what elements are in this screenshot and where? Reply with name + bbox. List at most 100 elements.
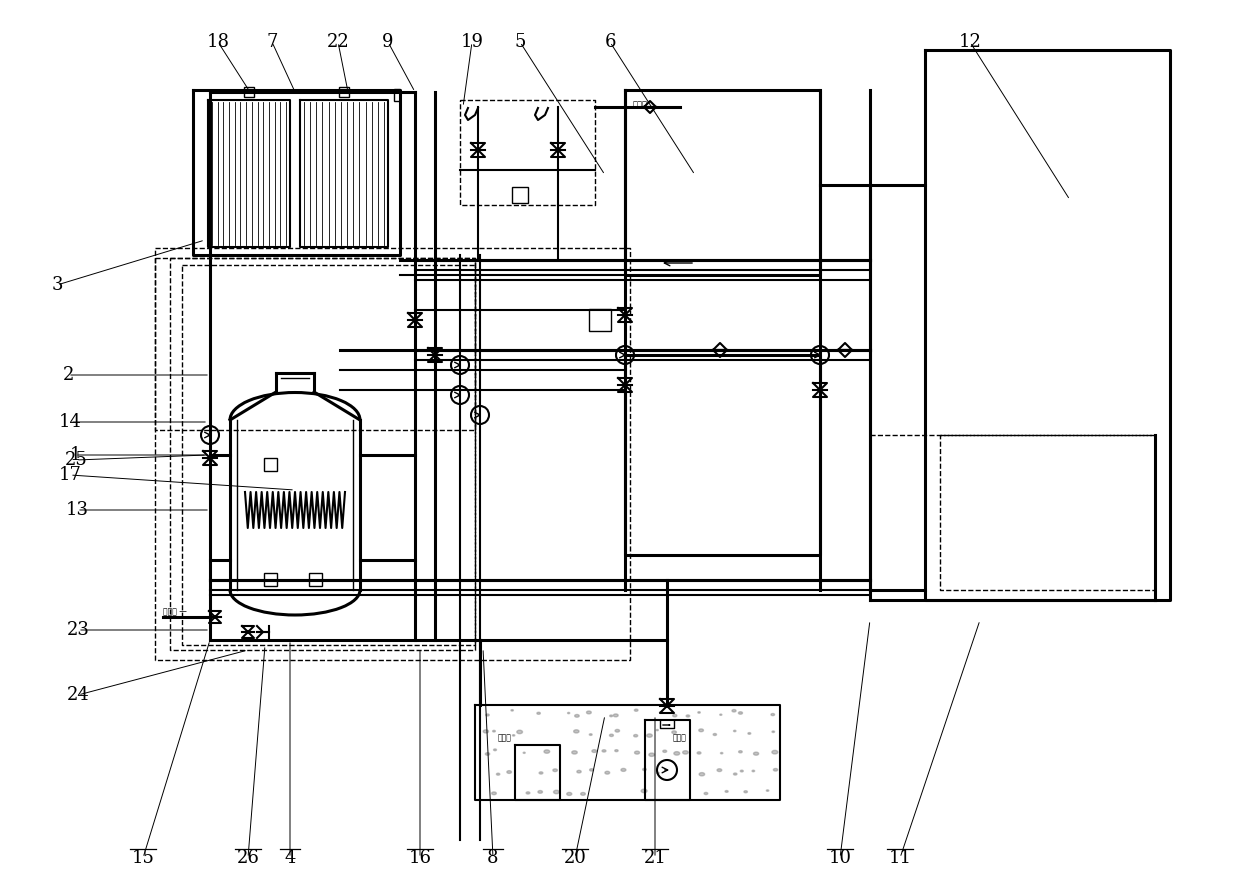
Ellipse shape bbox=[637, 773, 640, 774]
Ellipse shape bbox=[579, 730, 582, 732]
Ellipse shape bbox=[744, 732, 745, 733]
Bar bbox=[244, 87, 254, 97]
Ellipse shape bbox=[562, 789, 565, 790]
Ellipse shape bbox=[580, 753, 585, 756]
Ellipse shape bbox=[753, 732, 755, 734]
Ellipse shape bbox=[591, 754, 594, 755]
Ellipse shape bbox=[739, 750, 744, 752]
Text: 21: 21 bbox=[644, 849, 666, 867]
Text: 7: 7 bbox=[267, 33, 278, 51]
Ellipse shape bbox=[673, 789, 677, 790]
Bar bbox=[589, 309, 611, 331]
Ellipse shape bbox=[697, 735, 699, 736]
Ellipse shape bbox=[676, 753, 680, 755]
Ellipse shape bbox=[494, 753, 497, 756]
Ellipse shape bbox=[565, 754, 568, 757]
Text: 15: 15 bbox=[131, 849, 155, 867]
Ellipse shape bbox=[775, 711, 779, 713]
Ellipse shape bbox=[730, 730, 735, 734]
Text: 18: 18 bbox=[207, 33, 229, 51]
Ellipse shape bbox=[477, 791, 482, 794]
Ellipse shape bbox=[601, 791, 605, 794]
Text: 集水井: 集水井 bbox=[673, 733, 687, 742]
Text: 2: 2 bbox=[62, 366, 73, 384]
Ellipse shape bbox=[632, 790, 636, 792]
Ellipse shape bbox=[506, 791, 511, 794]
Ellipse shape bbox=[522, 791, 525, 792]
Ellipse shape bbox=[644, 711, 647, 713]
Ellipse shape bbox=[688, 772, 692, 774]
Ellipse shape bbox=[645, 771, 647, 772]
Bar bbox=[309, 573, 322, 586]
Ellipse shape bbox=[484, 712, 489, 715]
Bar bbox=[264, 573, 277, 586]
Text: 11: 11 bbox=[889, 849, 911, 867]
Text: 自来水 —: 自来水 — bbox=[162, 607, 187, 616]
Ellipse shape bbox=[534, 789, 537, 790]
Ellipse shape bbox=[489, 790, 495, 793]
Text: 5: 5 bbox=[515, 33, 526, 51]
Ellipse shape bbox=[605, 731, 610, 735]
Text: 8: 8 bbox=[487, 849, 498, 867]
Text: 14: 14 bbox=[58, 413, 82, 431]
Ellipse shape bbox=[657, 715, 660, 717]
Ellipse shape bbox=[636, 713, 640, 715]
Ellipse shape bbox=[691, 754, 696, 757]
Ellipse shape bbox=[766, 774, 769, 775]
Text: 回灌井: 回灌井 bbox=[498, 733, 512, 742]
Ellipse shape bbox=[585, 730, 590, 733]
Bar bbox=[512, 187, 528, 203]
Ellipse shape bbox=[688, 732, 692, 735]
Ellipse shape bbox=[477, 768, 481, 771]
Text: 16: 16 bbox=[408, 849, 432, 867]
Ellipse shape bbox=[642, 730, 645, 732]
Ellipse shape bbox=[671, 730, 675, 733]
Ellipse shape bbox=[732, 752, 735, 754]
Text: 19: 19 bbox=[460, 33, 484, 51]
Text: 10: 10 bbox=[828, 849, 852, 867]
Text: 12: 12 bbox=[959, 33, 981, 51]
Ellipse shape bbox=[751, 712, 756, 714]
Bar bbox=[394, 89, 401, 101]
Text: 9: 9 bbox=[382, 33, 394, 51]
Text: 自来水: 自来水 bbox=[632, 100, 649, 109]
Ellipse shape bbox=[656, 731, 661, 734]
Ellipse shape bbox=[536, 769, 538, 771]
Ellipse shape bbox=[551, 730, 554, 732]
Bar bbox=[264, 458, 277, 471]
Ellipse shape bbox=[534, 712, 537, 713]
Text: 23: 23 bbox=[67, 621, 89, 639]
Ellipse shape bbox=[542, 752, 544, 754]
Ellipse shape bbox=[622, 710, 627, 713]
Ellipse shape bbox=[746, 768, 751, 771]
Text: 6: 6 bbox=[604, 33, 616, 51]
Ellipse shape bbox=[554, 772, 559, 774]
Ellipse shape bbox=[773, 752, 776, 754]
Ellipse shape bbox=[481, 749, 484, 751]
Ellipse shape bbox=[759, 750, 763, 751]
Ellipse shape bbox=[699, 769, 704, 771]
Ellipse shape bbox=[713, 710, 714, 711]
Text: 22: 22 bbox=[326, 33, 350, 51]
Ellipse shape bbox=[608, 751, 611, 753]
Ellipse shape bbox=[756, 772, 760, 774]
Text: 4: 4 bbox=[284, 849, 295, 867]
Ellipse shape bbox=[746, 713, 751, 717]
Ellipse shape bbox=[660, 773, 662, 774]
Text: 13: 13 bbox=[66, 501, 88, 519]
Ellipse shape bbox=[532, 728, 538, 732]
Bar bbox=[339, 87, 348, 97]
Ellipse shape bbox=[520, 735, 525, 737]
Ellipse shape bbox=[696, 749, 702, 751]
Text: 24: 24 bbox=[67, 686, 89, 704]
Ellipse shape bbox=[727, 712, 729, 713]
Text: 20: 20 bbox=[563, 849, 587, 867]
Ellipse shape bbox=[616, 732, 620, 735]
Ellipse shape bbox=[631, 753, 635, 756]
Text: 1: 1 bbox=[69, 446, 81, 464]
Text: 3: 3 bbox=[51, 276, 63, 294]
Text: 17: 17 bbox=[58, 466, 82, 484]
Ellipse shape bbox=[774, 789, 777, 791]
Ellipse shape bbox=[766, 734, 771, 736]
Ellipse shape bbox=[697, 793, 699, 795]
